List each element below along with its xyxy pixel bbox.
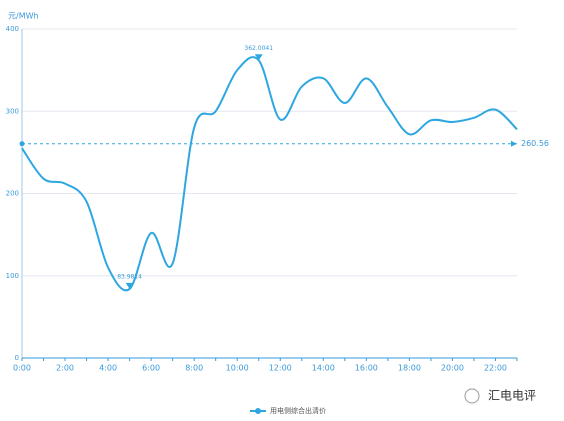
x-tick-label: 10:00	[226, 364, 249, 373]
average-label: 260.56	[521, 139, 549, 148]
y-tick-label: 0	[15, 354, 19, 362]
x-tick-label: 2:00	[56, 364, 74, 373]
average-arrow	[511, 140, 517, 147]
y-axis-label: 元/MWh	[8, 12, 39, 21]
watermark: 汇电电评	[464, 388, 536, 404]
x-tick-label: 18:00	[398, 364, 421, 373]
point-label: 83.9814	[117, 273, 142, 280]
x-tick-label: 20:00	[441, 364, 464, 373]
average-start	[19, 141, 25, 147]
y-tick-label: 200	[6, 190, 19, 198]
x-tick-label: 14:00	[312, 364, 335, 373]
x-tick-label: 16:00	[355, 364, 378, 373]
x-tick-label: 8:00	[185, 364, 203, 373]
x-tick-label: 12:00	[269, 364, 292, 373]
legend-label: 用电侧综合出清价	[270, 406, 326, 415]
legend: 用电侧综合出清价	[250, 406, 326, 415]
series-line	[21, 56, 518, 292]
point-marker	[125, 282, 134, 289]
x-tick-label: 22:00	[484, 364, 507, 373]
x-tick-label: 4:00	[99, 364, 117, 373]
x-tick-label: 0:00	[13, 364, 31, 373]
y-tick-label: 400	[6, 25, 19, 33]
legend-dot	[255, 408, 261, 414]
y-tick-label: 100	[6, 272, 19, 280]
x-tick-label: 6:00	[142, 364, 160, 373]
point-label: 362.0041	[244, 45, 273, 52]
watermark-icon	[464, 388, 480, 404]
point-marker	[254, 54, 263, 61]
watermark-text: 汇电电评	[488, 389, 536, 403]
y-tick-label: 300	[6, 107, 19, 115]
